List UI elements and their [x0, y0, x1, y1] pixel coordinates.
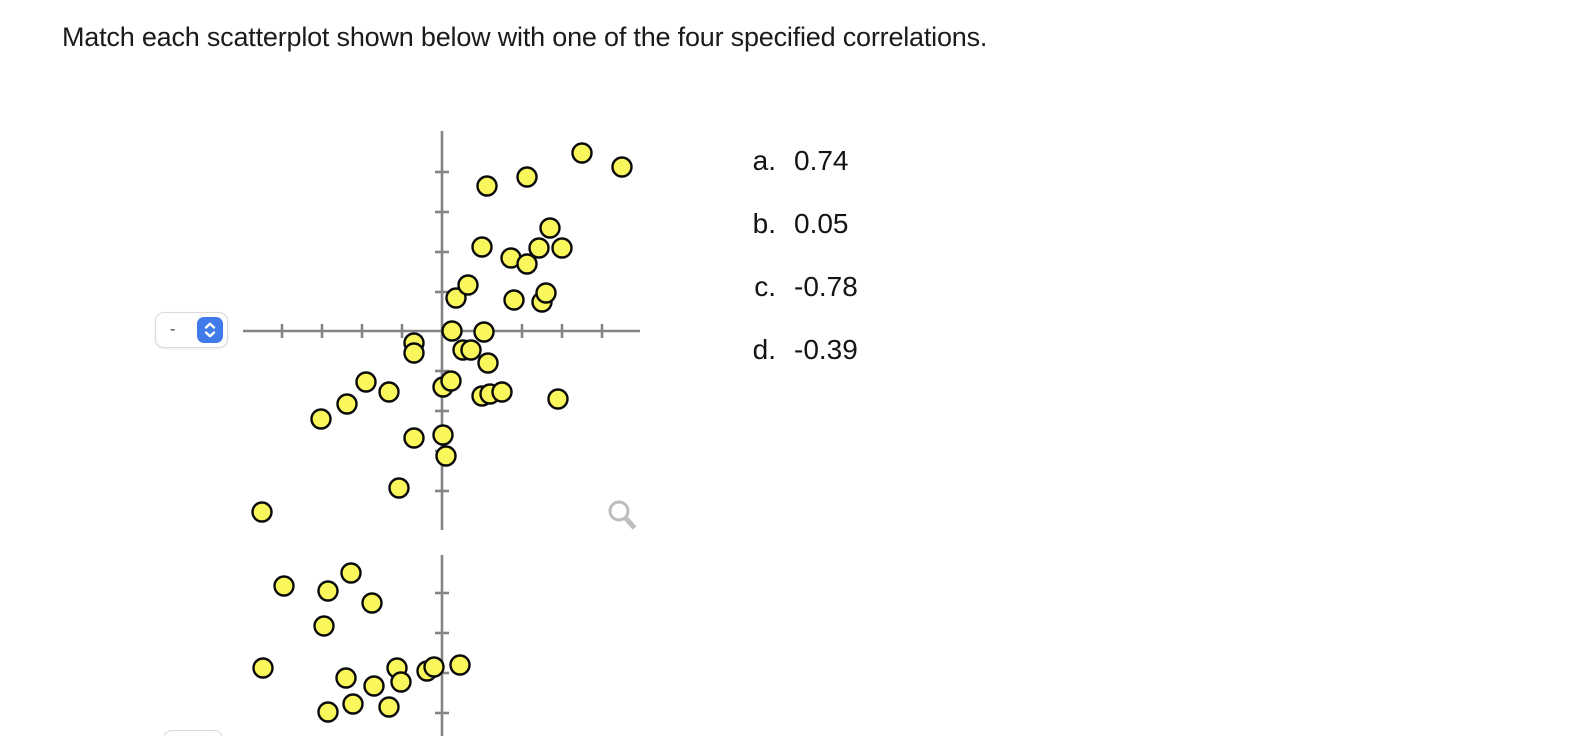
scatter-point [378, 696, 400, 718]
option-c-letter: c. [754, 271, 776, 302]
option-d-letter: d. [752, 334, 776, 365]
scatter-point [440, 370, 462, 392]
scatter-point [361, 592, 383, 614]
scatter-point [435, 445, 457, 467]
option-c-value: -0.78 [794, 271, 858, 302]
scatterplot-1 [243, 131, 640, 530]
scatter-point [535, 282, 557, 304]
scatter-point [611, 156, 633, 178]
scatter-point [317, 580, 339, 602]
scatter-point [473, 321, 495, 343]
scatter-point [503, 289, 525, 311]
scatter-point [355, 371, 377, 393]
scatter-point [310, 408, 332, 430]
option-a-value: 0.74 [794, 145, 849, 176]
scatter-point [313, 615, 335, 637]
scatter-point [388, 477, 410, 499]
scatter-point [252, 657, 274, 679]
scatter-point [403, 427, 425, 449]
scatter-point [528, 237, 550, 259]
scatter-point [516, 253, 538, 275]
correlation-select-1-value: - [170, 321, 176, 338]
scatter-point [363, 675, 385, 697]
scatterplot-2 [252, 555, 471, 736]
scatter-point [457, 274, 479, 296]
scatter-point [378, 381, 400, 403]
scatter-point [432, 424, 454, 446]
scatter-point [547, 388, 569, 410]
up-down-chevrons-icon [197, 317, 223, 343]
scatter-point [516, 166, 538, 188]
question-title: Match each scatterplot shown below with … [62, 22, 988, 52]
scatter-point [340, 562, 362, 584]
scatter-point [403, 342, 425, 364]
scatter-point [471, 236, 493, 258]
scatter-point [342, 693, 364, 715]
scatter-point [317, 701, 339, 723]
option-c: c. -0.78 [744, 271, 858, 334]
scatter-point [445, 287, 467, 309]
correlation-select-1[interactable]: - [155, 312, 228, 348]
option-d-value: -0.39 [794, 334, 858, 365]
option-d: d. -0.39 [744, 334, 858, 397]
zoom-icon[interactable] [603, 494, 643, 541]
scatter-point [551, 237, 573, 259]
scatter-point [251, 501, 273, 523]
scatter-point [336, 393, 358, 415]
scatter-point [423, 656, 445, 678]
scatter-point [477, 352, 499, 374]
scatter-point [335, 667, 357, 689]
option-b: b. 0.05 [744, 208, 858, 271]
correlation-select-2[interactable] [163, 730, 223, 736]
scatter-point [449, 654, 471, 676]
option-b-value: 0.05 [794, 208, 849, 239]
scatter-point [571, 142, 593, 164]
correlation-options-list: a. 0.74 b. 0.05 c. -0.78 d. -0.39 [744, 145, 858, 397]
option-b-letter: b. [752, 208, 776, 239]
scatter-point [491, 381, 513, 403]
scatter-point [441, 320, 463, 342]
scatter-point [476, 175, 498, 197]
scatter-point [460, 339, 482, 361]
option-a: a. 0.74 [744, 145, 858, 208]
option-a-letter: a. [752, 145, 776, 176]
scatter-point [390, 671, 412, 693]
scatter-point [539, 217, 561, 239]
scatter-point [273, 575, 295, 597]
